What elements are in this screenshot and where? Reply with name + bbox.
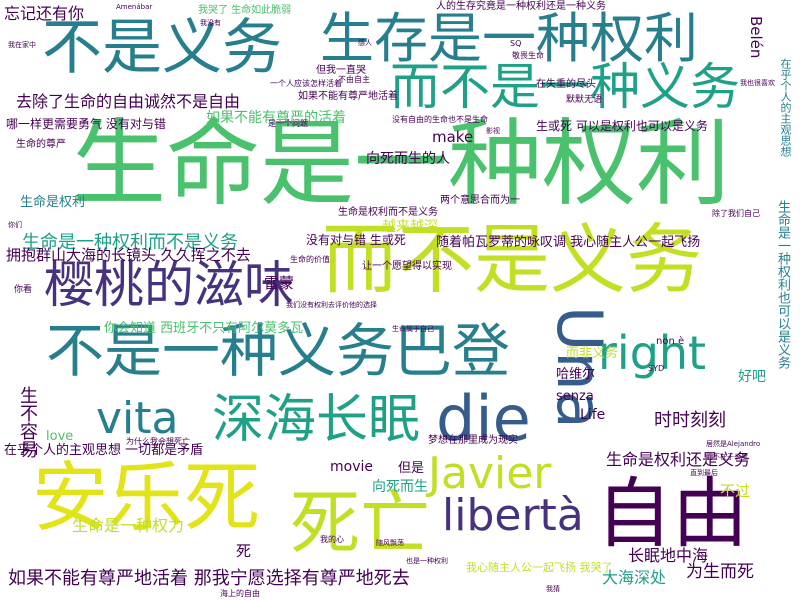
word-right: right [598,326,707,380]
word-anlesi: 安乐死 [32,453,260,542]
word-ni-hui-zhidao: 你会知道 西班牙不只有阿尔莫多瓦 [104,321,304,336]
word-ziyou: 自由 [596,469,748,558]
word-woxin-suizhu-wokule: 我心随主人公一起飞扬 我哭了 [466,561,613,574]
word-make: make [432,128,474,146]
word-ruguo-buneng-siqu: 如果不能有尊严地活着 那我宁愿选择有尊严地死去 [8,568,410,589]
word-changmian-dizhonghai: 长眠地中海 [628,546,709,565]
word-una: Una [543,306,616,429]
word-bushi-yiwu: 不是义务 [42,13,282,83]
word-suizhe-pawaluodi: 随着帕瓦罗蒂的咏叹调 我心随主人公一起飞扬 [436,235,701,250]
word-sq: SQ [510,39,522,48]
word-ruguo-buneng-zunyan: 如果不能有尊严地活着 [298,91,398,102]
word-vita: vita [96,393,179,444]
word-shengming-quanli: 生命是一种权力 [72,516,185,535]
word-mengxiang: 梦想在那里成为现实 [428,435,518,446]
word-zaihu-zhuguan-sixiang: 在乎个人的主观思想 [779,58,792,157]
word-si: 死 [236,542,252,560]
word-meiyou-ziyou-shengming: 没有自由的生命也不是生命 [392,115,488,124]
word-yingshi: 影视 [486,127,500,135]
word-belen: Belén [747,16,765,59]
word-buyou-zizhu: 不由自主 [338,75,370,84]
word-wangji-haiyou-ni: 忘记还有你 [4,4,85,23]
word-bu-zaiyu-changdu: 而不在于长度 [706,453,748,461]
word-leimeng: 雷蒙 [264,274,295,292]
word-haishang-ziyou: 海上的自由 [220,589,260,598]
word-quanli-haishi-yiwu: 生命是权利还是义务 [606,450,751,469]
word-rang-yige-yuanwang: 让一个愿望得以实现 [362,261,452,272]
word-zai-shizhong: 在失重的尽头 [536,79,596,90]
word-shengming-shi-yizhong-quanli: 生命是一种权利 [72,110,731,219]
word-bushi-yizhong-yiwu-badeng: 不是一种义务巴登 [46,317,511,385]
word-haweier: 哈维尔 [556,367,596,382]
word-ganren: 感人 [358,39,372,47]
word-haoba: 好吧 [738,369,766,385]
word-mei-quanli-pingjia: 我们没有权利去评价他的选择 [286,301,377,309]
word-shenhai-changmian: 深海长眠 [212,390,421,450]
word-die: die [436,382,531,455]
word-jingwei-shengming: 敬畏生命 [512,51,544,60]
word-yingtao-de-ziwei: 樱桃的滋味 [44,256,294,314]
word-er-bushi-yiwu: 而不是义务 [322,215,702,304]
word-dan-wo-yizhi-ku: 但我一直哭 [316,65,366,76]
word-alejandro: 居然是Alejandro [706,440,761,448]
word-quanli-ye-keyi-shi-yiwu: 生命是一种权利也可以是义务 [775,200,790,369]
word-shishi-keke: 时时刻刻 [654,410,726,431]
word-wo-zai-jiazhong: 我在家中 [8,41,36,49]
word-love: love [46,429,74,444]
word-er-bushi-yizhong-yiwu: 而不是一种义务 [390,58,740,116]
word-quchu-le-shengming: 去除了生命的自由诚然不是自由 [16,92,241,111]
word-chule-women-ziji: 除了我们自己 [712,209,760,218]
word-liangge-yisi: 两个意思合而为一 [440,195,520,206]
word-meiyou-duiyucuo-shenghuosi: 没有对与错 生或死 [306,233,406,247]
word-shengcun-shi-yizhong-quanli: 生存是一种权利 [320,7,698,70]
word-sheng-bu-rongyi: 生不容易 [17,386,38,458]
word-weishenme-xiangsi: 为什么我会想死亡 [126,437,190,446]
word-liberta: libertà [442,490,584,541]
word-weisheng-ersi: 为生而死 [686,562,754,582]
word-syd: SYD [648,364,665,373]
word-dahai-shenchu: 大海深处 [602,568,667,587]
word-suifeng-piaodang: 随风飘荡 [376,539,404,547]
word-xiangsi-ersheng-de-ren: 向死而生的人 [366,151,450,167]
word-wo-de-xin: 我的心 [320,535,344,544]
word-wokule-cuiruo: 我哭了 生命如此脆弱 [198,5,292,16]
word-yeshi-yizhong-quanli: 也是一种权利 [406,557,448,565]
word-er-fei-yiwu: 而非义务 [566,346,619,361]
word-yuelai-yueshen: 越来越深 [382,219,438,235]
word-senza: senza [556,389,594,404]
word-yongbao-qunshan: 拥抱群山大海的长镜头 久久挥之不去 [6,246,251,264]
word-shengming-shuyu-ziji: 生命属于自己 [392,325,434,333]
word-amenabar: Amenábar [116,3,153,11]
word-nayiyang-yongqi: 哪一样更需要勇气 没有对与错 [6,117,166,131]
word-zhidao-zuihou: 直到最后 [690,469,718,477]
word-life: Life [580,407,606,423]
word-danshi: 但是 [398,461,425,476]
word-nimen: 你们 [8,221,22,229]
word-shengming-de-zunyan: 生命的尊严 [16,139,66,150]
word-xiangsi-ersheng: 向死而生 [372,479,428,495]
word-wo-ye-hen-xihuan: 我也很喜欢 [740,79,775,87]
word-ruguo-buneng-huozhe: 如果不能有尊严的活着 [206,110,346,126]
word-quanli-er-bushi-yiwu: 生命是权利而不是义务 [338,207,438,218]
word-wo-meiyou: 我没有 [200,19,221,27]
word-nikan: 你看 [14,285,33,295]
word-momo-wuyu: 默默无语 [566,95,603,105]
word-zaihu-maodun: 在乎个人的主观思想 一切都是矛盾 [4,443,204,458]
word-non-e: non è [656,336,685,347]
word-shengming-jiazhi: 生命的价值 [290,255,330,264]
word-shengming-quanli-bushi-yiwu: 生命是一种权利而不是义务 [22,232,238,253]
word-shenghuosi-keyi: 生或死 可以是权利也可以是义务 [536,119,708,133]
word-shengming-shi-quanli: 生命是权利 [20,195,86,210]
word-shi-yige-wenti: 是一个问题 [268,119,308,128]
word-siwang: 死亡 [290,482,430,564]
word-buguo: 不过 [720,482,751,500]
word-yigeren-huozhe: 一个人应该怎样活着 [270,79,342,88]
word-wo-cai: 我猜 [546,585,560,593]
word-shengcun-jiujing: 人的生存究竟是一种权利还是一种义务 [436,1,606,12]
word-javier: Javier [428,448,552,499]
word-movie: movie [330,459,373,475]
